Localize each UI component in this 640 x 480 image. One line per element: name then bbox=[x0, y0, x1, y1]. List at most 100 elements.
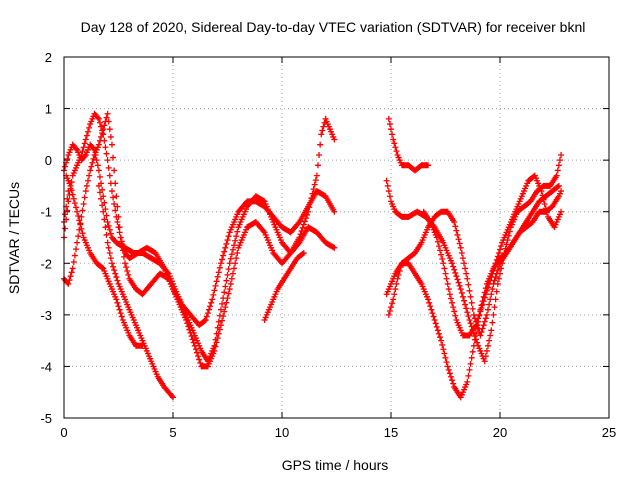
data-point bbox=[225, 290, 232, 297]
data-point bbox=[459, 293, 466, 300]
data-point bbox=[495, 249, 502, 256]
data-point bbox=[122, 260, 129, 267]
data-point bbox=[67, 273, 74, 280]
data-point bbox=[98, 133, 105, 140]
data-point bbox=[451, 266, 458, 273]
data-point bbox=[79, 148, 86, 155]
data-point bbox=[118, 240, 125, 247]
data-point bbox=[260, 228, 267, 235]
data-point bbox=[480, 322, 487, 329]
data-point bbox=[435, 330, 442, 337]
data-point bbox=[444, 280, 451, 287]
series-trace-4 bbox=[63, 172, 146, 349]
data-point bbox=[215, 330, 222, 337]
data-point bbox=[72, 246, 79, 253]
data-point bbox=[105, 244, 112, 251]
data-point bbox=[487, 332, 494, 339]
data-point bbox=[219, 300, 226, 307]
data-point bbox=[310, 186, 317, 193]
data-point bbox=[99, 202, 106, 209]
x-tick-label: 10 bbox=[275, 425, 289, 440]
data-point bbox=[66, 277, 73, 284]
data-point bbox=[105, 164, 112, 171]
data-point bbox=[558, 188, 565, 195]
data-point bbox=[389, 131, 396, 138]
data-point bbox=[65, 280, 72, 287]
data-point bbox=[486, 337, 493, 344]
data-point bbox=[231, 265, 238, 272]
data-point bbox=[320, 123, 327, 130]
data-point bbox=[449, 299, 456, 306]
data-point bbox=[212, 343, 219, 350]
data-point bbox=[68, 187, 75, 194]
data-point bbox=[104, 157, 111, 164]
data-point bbox=[108, 141, 115, 148]
data-point bbox=[232, 260, 239, 267]
data-point bbox=[104, 239, 111, 246]
data-point bbox=[540, 196, 547, 203]
data-point bbox=[79, 230, 86, 237]
data-point bbox=[318, 131, 325, 138]
data-point bbox=[459, 255, 466, 262]
data-point bbox=[487, 296, 494, 303]
data-point bbox=[393, 148, 400, 155]
data-point bbox=[99, 130, 106, 137]
data-point bbox=[78, 225, 85, 232]
data-point bbox=[554, 167, 561, 174]
data-point bbox=[437, 334, 444, 341]
data-point bbox=[441, 350, 448, 357]
data-point bbox=[440, 346, 447, 353]
data-point bbox=[479, 325, 486, 332]
data-point bbox=[125, 271, 132, 278]
data-point bbox=[102, 144, 109, 151]
data-point bbox=[100, 126, 107, 133]
data-point bbox=[466, 287, 473, 294]
data-point bbox=[96, 137, 103, 144]
data-point bbox=[388, 126, 394, 133]
data-point bbox=[65, 188, 72, 195]
data-point bbox=[106, 226, 113, 233]
data-point bbox=[455, 236, 462, 243]
data-point bbox=[84, 128, 91, 135]
data-point bbox=[225, 266, 232, 273]
data-point bbox=[100, 208, 107, 215]
data-point bbox=[461, 297, 468, 304]
series-trace-7 bbox=[261, 249, 307, 324]
y-tick-label: -4 bbox=[40, 359, 52, 374]
data-point bbox=[469, 348, 476, 355]
data-point bbox=[107, 230, 114, 237]
data-point bbox=[462, 301, 469, 308]
data-point bbox=[220, 313, 227, 320]
x-axis-label: GPS time / hours bbox=[282, 457, 389, 473]
data-point bbox=[226, 286, 233, 293]
data-point bbox=[185, 323, 192, 330]
data-point bbox=[425, 296, 432, 303]
data-point bbox=[67, 182, 74, 189]
data-point bbox=[498, 243, 505, 250]
data-point bbox=[301, 218, 308, 225]
data-point bbox=[442, 354, 449, 361]
data-point bbox=[119, 247, 126, 254]
data-point bbox=[84, 177, 91, 184]
data-point bbox=[116, 229, 123, 236]
data-point bbox=[494, 253, 501, 260]
data-point bbox=[445, 286, 452, 293]
data-point bbox=[227, 280, 234, 287]
data-point bbox=[217, 322, 224, 329]
data-point bbox=[93, 157, 100, 164]
data-point bbox=[558, 151, 565, 158]
data-point bbox=[543, 209, 550, 216]
data-point bbox=[74, 239, 81, 246]
series-trace-5 bbox=[95, 182, 176, 401]
data-point bbox=[483, 311, 490, 318]
data-point bbox=[106, 249, 113, 256]
data-point bbox=[95, 115, 102, 122]
data-point bbox=[124, 268, 131, 275]
data-point bbox=[295, 220, 302, 227]
data-point bbox=[224, 295, 231, 302]
data-point bbox=[114, 299, 121, 306]
data-point bbox=[395, 271, 402, 278]
data-point bbox=[447, 295, 454, 302]
data-point bbox=[392, 144, 399, 151]
data-point bbox=[123, 264, 130, 271]
